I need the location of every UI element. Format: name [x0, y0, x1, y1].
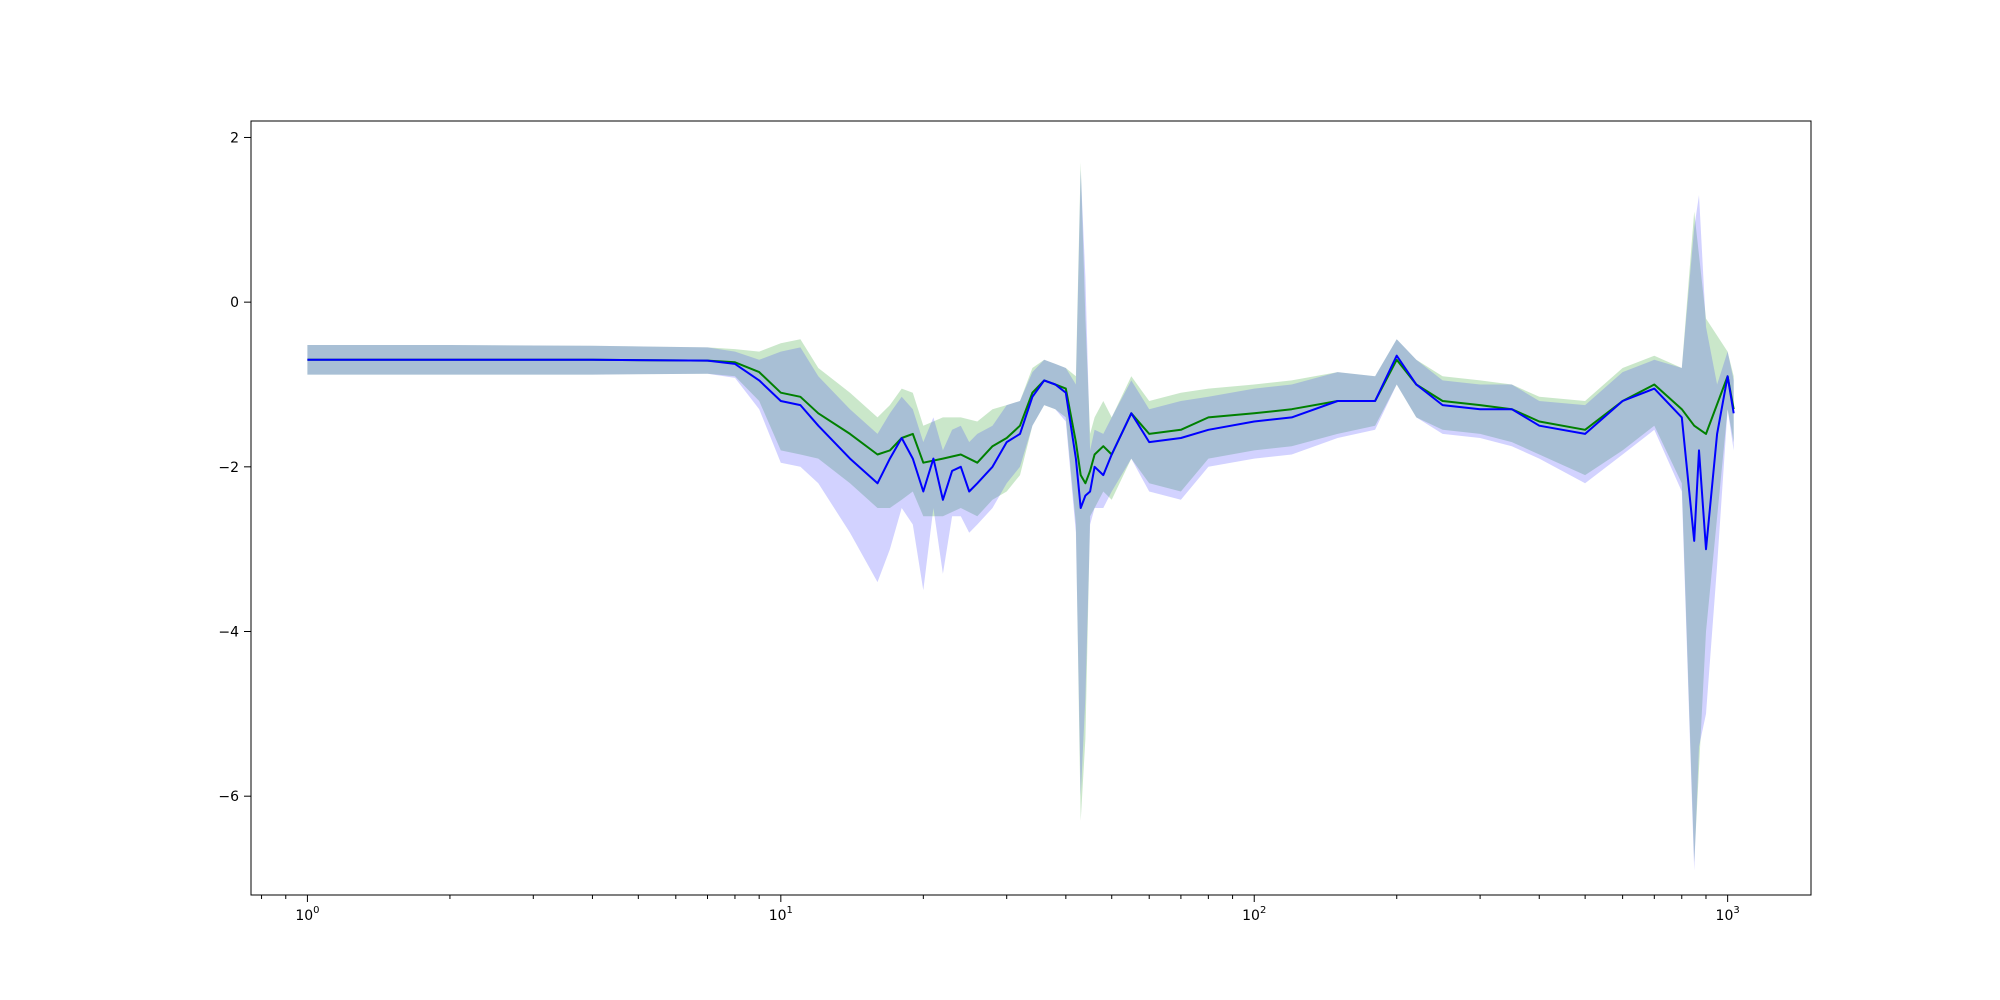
- y-tick-label-0: 2: [230, 130, 239, 146]
- y-axis: 2 0 −2 −4 −6: [218, 130, 251, 805]
- x-tick-label-2: 102: [1242, 905, 1266, 924]
- y-tick-label-2: −2: [218, 460, 239, 476]
- y-tick-label-3: −4: [218, 625, 239, 641]
- x-tick-label-1: 101: [769, 905, 793, 924]
- y-tick-label-4: −6: [218, 789, 239, 805]
- series-2-line: [307, 354, 1735, 551]
- x-tick-label-3: 103: [1716, 905, 1740, 924]
- y-tick-label-1: 0: [230, 295, 239, 311]
- series-lines: [307, 354, 1735, 551]
- plot-area-frame: [250, 120, 1812, 896]
- x-tick-label-0: 100: [295, 905, 319, 924]
- x-axis: 100 101 102 103: [261, 895, 1740, 924]
